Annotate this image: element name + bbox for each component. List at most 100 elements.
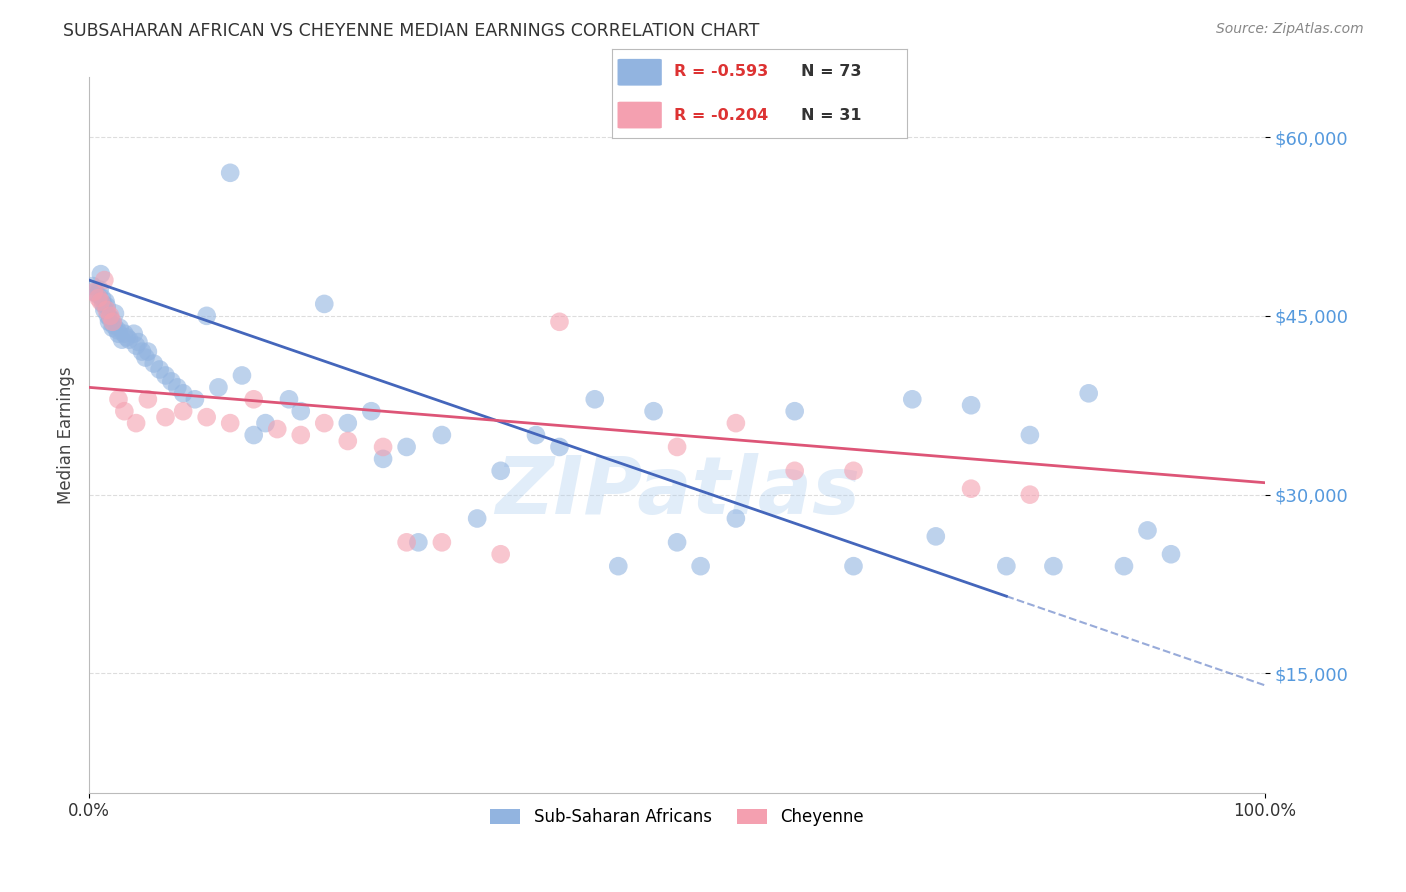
Point — [290, 428, 312, 442]
Point — [278, 392, 301, 407]
Point — [242, 428, 264, 442]
FancyBboxPatch shape — [617, 59, 662, 86]
Point — [118, 333, 141, 347]
Point — [115, 330, 138, 344]
Point — [783, 464, 806, 478]
Point — [607, 559, 630, 574]
Point — [97, 309, 120, 323]
Point — [89, 283, 111, 297]
Point — [1018, 428, 1040, 442]
Point — [231, 368, 253, 383]
Point — [643, 404, 665, 418]
Point — [93, 273, 115, 287]
Point — [166, 380, 188, 394]
Point — [104, 306, 127, 320]
Point — [105, 323, 128, 337]
Point — [395, 440, 418, 454]
Point — [395, 535, 418, 549]
Point — [107, 392, 129, 407]
Point — [134, 351, 156, 365]
Point — [142, 357, 165, 371]
Point — [125, 416, 148, 430]
Point — [98, 311, 121, 326]
Point — [1112, 559, 1135, 574]
Point — [125, 338, 148, 352]
Point — [548, 315, 571, 329]
Point — [195, 309, 218, 323]
Point — [160, 375, 183, 389]
Point — [101, 315, 124, 329]
Point — [96, 299, 118, 313]
Point — [666, 440, 689, 454]
Point — [242, 392, 264, 407]
Point — [254, 416, 277, 430]
Point — [219, 166, 242, 180]
Point — [111, 333, 134, 347]
Point — [127, 334, 149, 349]
Point — [90, 294, 112, 309]
Point — [101, 320, 124, 334]
Point — [96, 302, 118, 317]
Point — [122, 326, 145, 341]
Point — [91, 297, 114, 311]
Text: N = 73: N = 73 — [800, 64, 860, 79]
Point — [465, 511, 488, 525]
Point — [172, 386, 194, 401]
Point — [901, 392, 924, 407]
Point — [172, 404, 194, 418]
Point — [93, 302, 115, 317]
Point — [666, 535, 689, 549]
Point — [314, 297, 336, 311]
Text: SUBSAHARAN AFRICAN VS CHEYENNE MEDIAN EARNINGS CORRELATION CHART: SUBSAHARAN AFRICAN VS CHEYENNE MEDIAN EA… — [63, 22, 759, 40]
Point — [842, 559, 865, 574]
Point — [112, 326, 135, 341]
Point — [219, 416, 242, 430]
Point — [783, 404, 806, 418]
Point — [136, 392, 159, 407]
Point — [112, 404, 135, 418]
Point — [724, 511, 747, 525]
Point — [336, 416, 359, 430]
Point — [155, 368, 177, 383]
Point — [489, 464, 512, 478]
Point — [689, 559, 711, 574]
Point — [960, 398, 983, 412]
FancyBboxPatch shape — [617, 102, 662, 128]
Point — [94, 294, 117, 309]
Point — [103, 318, 125, 333]
Point — [430, 428, 453, 442]
Text: Source: ZipAtlas.com: Source: ZipAtlas.com — [1216, 22, 1364, 37]
Point — [184, 392, 207, 407]
Legend: Sub-Saharan Africans, Cheyenne: Sub-Saharan Africans, Cheyenne — [482, 800, 872, 834]
Point — [86, 287, 108, 301]
Point — [430, 535, 453, 549]
Point — [408, 535, 430, 549]
Point — [1042, 559, 1064, 574]
Point — [98, 309, 121, 323]
Point — [1018, 488, 1040, 502]
Point — [87, 291, 110, 305]
Point — [131, 344, 153, 359]
Point — [82, 279, 104, 293]
Point — [995, 559, 1018, 574]
Text: N = 31: N = 31 — [800, 108, 860, 122]
Point — [371, 440, 394, 454]
Point — [108, 320, 131, 334]
Text: R = -0.204: R = -0.204 — [673, 108, 768, 122]
Point — [290, 404, 312, 418]
Point — [1077, 386, 1099, 401]
Point — [266, 422, 288, 436]
Point — [1136, 524, 1159, 538]
Point — [336, 434, 359, 448]
Point — [842, 464, 865, 478]
Point — [136, 344, 159, 359]
Point — [91, 291, 114, 305]
Point — [84, 285, 107, 299]
Point — [371, 451, 394, 466]
Text: R = -0.593: R = -0.593 — [673, 64, 768, 79]
Point — [149, 362, 172, 376]
Point — [195, 410, 218, 425]
Point — [90, 267, 112, 281]
Point — [489, 547, 512, 561]
Point — [207, 380, 229, 394]
